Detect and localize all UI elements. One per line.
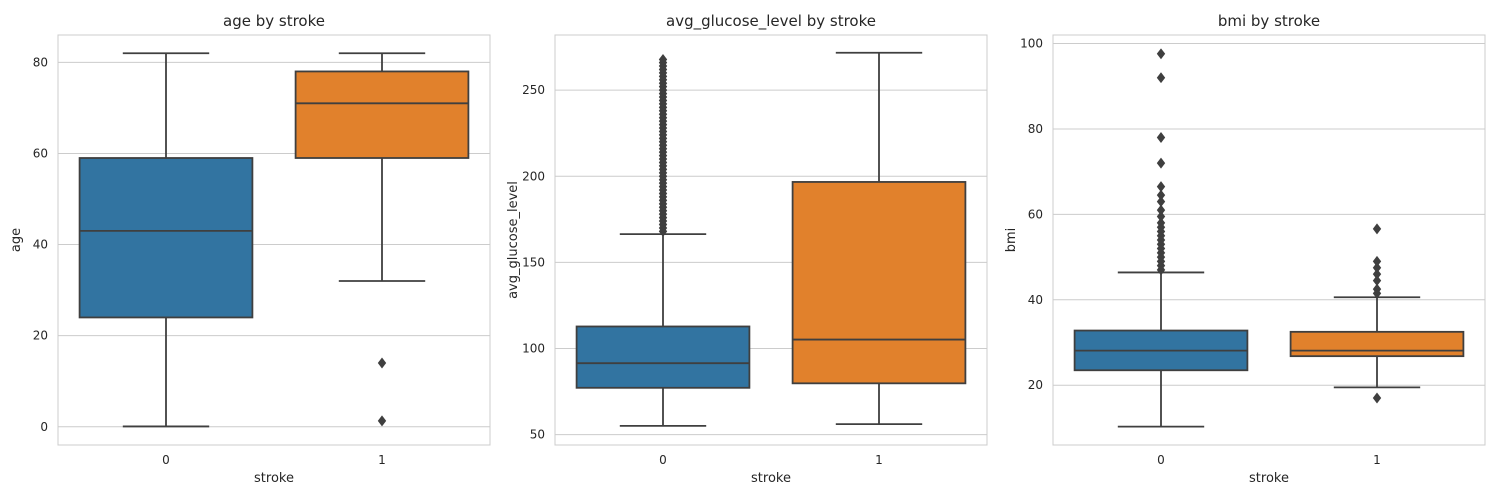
box-iqr bbox=[575, 325, 751, 389]
box-0 bbox=[1073, 48, 1249, 428]
outlier-point bbox=[1372, 223, 1382, 235]
outlier-point bbox=[1156, 48, 1166, 60]
y-axis-label: bmi bbox=[1004, 228, 1019, 253]
axes-frame bbox=[554, 34, 988, 446]
box-0 bbox=[78, 52, 254, 428]
box-iqr bbox=[294, 70, 470, 159]
y-axis-label: age bbox=[9, 228, 24, 252]
box-iqr bbox=[78, 157, 254, 319]
outlier-point bbox=[1372, 255, 1382, 267]
y-tick-label: 20 bbox=[33, 329, 48, 343]
x-tick-label: 0 bbox=[659, 453, 667, 467]
outlier-point bbox=[1372, 268, 1382, 280]
chart-title: age by stroke bbox=[223, 12, 325, 30]
box-iqr bbox=[791, 181, 967, 385]
chart-title: avg_glucose_level by stroke bbox=[666, 12, 876, 31]
x-tick-label: 1 bbox=[1373, 453, 1381, 467]
outlier-point bbox=[377, 357, 387, 369]
x-axis-label: stroke bbox=[751, 471, 791, 486]
x-tick-label: 1 bbox=[875, 453, 883, 467]
y-axis-label: avg_glucose_level bbox=[506, 181, 521, 299]
y-tick-label: 40 bbox=[33, 238, 48, 252]
y-tick-label: 250 bbox=[522, 83, 545, 97]
y-tick-label: 60 bbox=[1028, 207, 1043, 221]
y-tick-label: 100 bbox=[522, 342, 545, 356]
outlier-point bbox=[1156, 217, 1166, 229]
outlier-point bbox=[377, 415, 387, 427]
x-axis-label: stroke bbox=[254, 471, 294, 486]
box-iqr bbox=[1289, 330, 1465, 358]
y-tick-label: 60 bbox=[33, 146, 48, 160]
y-tick-label: 50 bbox=[530, 428, 545, 442]
outlier-point bbox=[1372, 392, 1382, 404]
outlier-point bbox=[1156, 157, 1166, 169]
x-tick-label: 1 bbox=[378, 453, 386, 467]
box-1 bbox=[294, 52, 470, 427]
axes-frame bbox=[57, 34, 491, 446]
x-axis-label: stroke bbox=[1249, 471, 1289, 486]
outlier-point bbox=[1156, 189, 1166, 201]
outlier-point bbox=[1156, 196, 1166, 208]
x-tick-label: 0 bbox=[1157, 453, 1165, 467]
y-tick-label: 40 bbox=[1028, 293, 1043, 307]
box-0 bbox=[575, 54, 751, 427]
outlier-point bbox=[1156, 132, 1166, 143]
panel-1: 0 20 40 60 80 0 1 age by stroke stroke age bbox=[9, 12, 491, 486]
outlier-point bbox=[1156, 211, 1166, 222]
outlier-point bbox=[1372, 262, 1382, 274]
y-tick-label: 150 bbox=[522, 255, 545, 269]
outlier-point bbox=[658, 54, 668, 65]
axes-frame bbox=[1052, 34, 1486, 446]
outlier-point bbox=[1372, 283, 1382, 295]
y-tick-label: 200 bbox=[522, 169, 545, 183]
chart-title: bmi by stroke bbox=[1218, 12, 1320, 30]
outlier-point bbox=[1372, 275, 1382, 287]
y-tick-label: 100 bbox=[1020, 37, 1043, 51]
outlier-point bbox=[1156, 204, 1166, 216]
y-tick-label: 80 bbox=[33, 55, 48, 69]
x-tick-label: 0 bbox=[162, 453, 170, 467]
box-1 bbox=[1289, 223, 1465, 404]
outlier-point bbox=[1156, 181, 1166, 193]
panel-2: 50 100 150 200 250 0 1 avg_glucose_level by str… bbox=[506, 12, 988, 486]
y-tick-label: 80 bbox=[1028, 122, 1043, 136]
y-tick-label: 0 bbox=[40, 420, 48, 434]
outlier-point bbox=[1156, 72, 1166, 84]
panel-3: 20 40 60 80 100 0 1 bmi by stroke stroke bmi bbox=[1004, 12, 1486, 486]
y-tick-label: 20 bbox=[1028, 378, 1043, 392]
box-1 bbox=[791, 51, 967, 426]
